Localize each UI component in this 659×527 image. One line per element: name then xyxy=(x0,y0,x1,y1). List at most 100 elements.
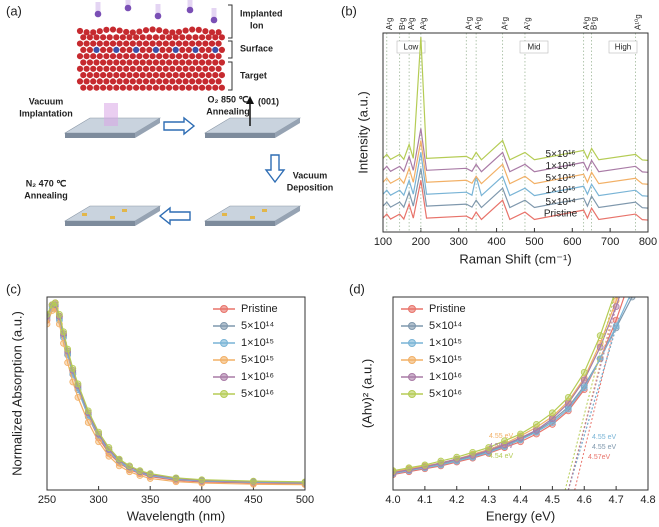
point xyxy=(628,297,636,301)
atom xyxy=(76,27,84,35)
step-label: N₂ 470 ℃ xyxy=(26,178,67,188)
atom xyxy=(109,40,117,47)
atom xyxy=(86,84,93,91)
point xyxy=(249,477,257,485)
region-label: Low xyxy=(404,43,419,52)
atom xyxy=(123,53,130,60)
region-box xyxy=(608,40,638,54)
slab xyxy=(203,205,302,226)
atom xyxy=(96,78,103,85)
point xyxy=(580,384,588,392)
ion xyxy=(210,16,218,24)
atom xyxy=(103,26,110,33)
atom xyxy=(96,28,103,35)
atom xyxy=(152,59,159,66)
layer-label: Implanted xyxy=(240,8,283,18)
point xyxy=(84,419,92,426)
atom xyxy=(195,26,202,33)
legend-label: 5×10¹⁴ xyxy=(429,320,462,332)
series-label: 5×10¹⁵ xyxy=(546,173,576,184)
atom xyxy=(129,40,136,47)
atom xyxy=(179,34,186,41)
y-axis-label: Normalized Absorption (a.u.) xyxy=(9,311,24,476)
x-tick-label: 300 xyxy=(450,236,468,248)
atom xyxy=(162,53,169,60)
point xyxy=(172,474,180,482)
mode-label: A⁷g xyxy=(523,17,532,30)
atom xyxy=(86,46,93,54)
atom xyxy=(175,28,183,36)
x-tick-label: 4.8 xyxy=(640,494,655,506)
y-axis-label: Intensity (a.u.) xyxy=(355,91,370,173)
legend-label: 1×10¹⁵ xyxy=(429,337,462,349)
legend-marker xyxy=(220,322,228,330)
atom xyxy=(215,53,222,60)
atom xyxy=(199,34,206,41)
region-box xyxy=(519,40,549,54)
atom xyxy=(142,65,150,72)
atom xyxy=(119,34,126,41)
point xyxy=(55,310,63,318)
point xyxy=(645,259,651,265)
x-tick-label: 350 xyxy=(141,494,159,506)
atom xyxy=(205,72,212,79)
atom xyxy=(189,40,196,47)
x-tick-label: 250 xyxy=(38,494,56,506)
step-label: Deposition xyxy=(287,182,334,192)
series-line xyxy=(383,180,648,221)
x-axis-label: Raman Shift (cm⁻¹) xyxy=(459,251,571,266)
atom xyxy=(136,28,143,35)
point xyxy=(74,393,82,401)
atom xyxy=(166,84,173,91)
direction-label: (001) xyxy=(258,96,279,106)
atom xyxy=(152,34,159,41)
atom xyxy=(152,72,159,79)
ion xyxy=(186,6,194,14)
series-label: 1×10¹⁵ xyxy=(546,185,576,196)
x-tick-label: 4.7 xyxy=(608,494,623,506)
plot-area xyxy=(47,299,305,488)
mode-label: A³g xyxy=(419,18,428,30)
point xyxy=(136,467,144,475)
atom xyxy=(116,53,123,60)
atom xyxy=(83,29,90,36)
legend-label: 5×10¹⁴ xyxy=(241,320,274,332)
atom xyxy=(76,78,84,85)
atom xyxy=(169,78,176,85)
legend-label: 1×10¹⁵ xyxy=(241,337,274,349)
point xyxy=(548,415,556,422)
atom xyxy=(182,65,189,72)
x-tick-label: 700 xyxy=(601,236,619,248)
atom xyxy=(142,78,150,85)
atom xyxy=(80,59,87,66)
atom xyxy=(185,34,192,41)
atom xyxy=(202,28,209,35)
atom xyxy=(166,34,173,41)
atom xyxy=(103,53,110,60)
atom xyxy=(76,65,84,72)
atom xyxy=(76,40,84,47)
point xyxy=(629,288,635,294)
atom xyxy=(113,34,120,41)
atom xyxy=(149,78,156,85)
atom xyxy=(86,72,93,79)
atom xyxy=(185,84,192,91)
x-tick-label: 400 xyxy=(193,494,211,506)
atom xyxy=(215,29,222,36)
atom xyxy=(175,65,183,72)
atom xyxy=(106,46,113,54)
atom xyxy=(90,53,97,60)
atom xyxy=(172,72,179,79)
point xyxy=(115,462,123,470)
atom xyxy=(149,65,156,72)
point xyxy=(105,452,113,460)
series-line xyxy=(47,301,305,483)
atom xyxy=(169,53,176,60)
atom xyxy=(116,40,123,47)
mode-label: B¹g xyxy=(398,18,407,30)
slab xyxy=(63,205,162,226)
atom xyxy=(100,34,107,41)
atom xyxy=(139,34,146,41)
atom xyxy=(142,53,150,60)
atom xyxy=(202,78,209,85)
